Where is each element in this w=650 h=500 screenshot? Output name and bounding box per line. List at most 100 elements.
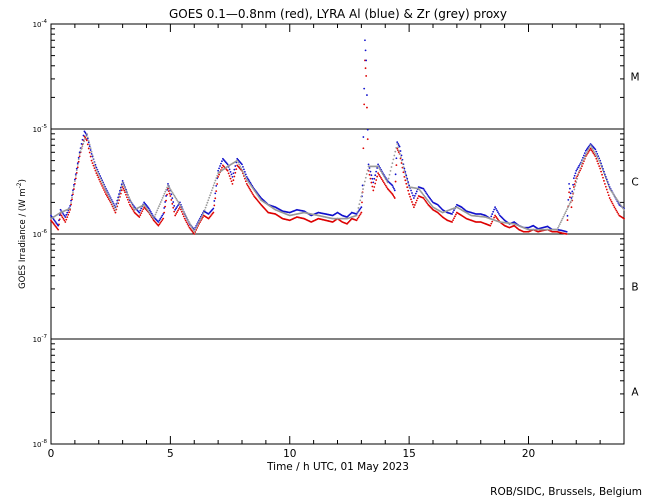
data-point	[392, 194, 395, 197]
data-point	[151, 216, 154, 219]
data-point	[63, 219, 66, 222]
data-point	[73, 180, 76, 183]
data-point	[249, 183, 252, 186]
data-point	[92, 164, 95, 167]
data-point	[395, 157, 398, 160]
data-point	[372, 181, 375, 184]
data-point	[375, 179, 378, 181]
data-point	[189, 228, 192, 230]
data-point	[90, 159, 93, 162]
data-point	[139, 214, 142, 216]
x-tick-label: 0	[48, 448, 55, 460]
data-point	[77, 160, 80, 163]
data-point	[425, 201, 428, 203]
data-point	[129, 200, 132, 203]
data-point	[200, 217, 202, 220]
data-point	[210, 214, 213, 216]
data-point	[612, 204, 615, 207]
data-point	[126, 192, 129, 194]
data-point	[412, 203, 414, 206]
data-point	[591, 147, 594, 150]
data-point	[175, 207, 178, 210]
data-point	[66, 211, 69, 214]
data-point	[162, 217, 165, 220]
data-point	[92, 158, 95, 160]
data-point	[371, 177, 374, 180]
data-point	[572, 186, 575, 188]
data-point	[355, 213, 358, 215]
data-point	[393, 197, 396, 199]
data-point	[566, 219, 569, 221]
data-point	[64, 216, 67, 218]
data-point	[64, 221, 67, 223]
data-point	[95, 166, 98, 169]
data-point	[390, 166, 393, 168]
data-point	[58, 214, 61, 216]
data-point	[161, 197, 164, 199]
data-point	[558, 225, 560, 227]
data-point	[97, 172, 100, 175]
data-point	[389, 169, 392, 172]
data-point	[187, 219, 189, 221]
y-tick-label: 10-4	[33, 19, 48, 29]
data-point	[615, 209, 618, 212]
data-point	[391, 162, 394, 165]
data-point	[603, 172, 605, 174]
data-point	[455, 213, 457, 216]
data-point	[413, 194, 416, 197]
data-point	[383, 183, 386, 185]
data-point	[227, 172, 230, 175]
data-point	[91, 154, 94, 157]
data-point	[69, 205, 71, 207]
data-point	[607, 185, 610, 187]
data-point	[400, 159, 403, 162]
data-point	[213, 182, 216, 184]
data-point	[190, 229, 193, 232]
data-point	[491, 220, 494, 223]
data-point	[148, 212, 151, 214]
data-point	[175, 197, 178, 200]
data-point	[373, 186, 376, 188]
data-point	[388, 173, 391, 176]
data-point	[131, 208, 134, 211]
data-point	[362, 188, 364, 190]
data-point	[396, 141, 399, 144]
data-point	[495, 207, 497, 210]
data-point	[162, 213, 165, 215]
data-point	[415, 190, 418, 193]
data-point	[243, 174, 246, 177]
data-point	[596, 160, 599, 163]
data-point	[575, 169, 578, 172]
data-point	[180, 207, 183, 210]
data-point	[145, 203, 147, 206]
data-point	[381, 180, 384, 182]
flare-class-label: M	[630, 72, 639, 84]
data-point	[604, 177, 607, 180]
data-point	[378, 167, 380, 169]
data-point	[166, 186, 168, 189]
data-point	[192, 229, 195, 231]
data-point	[71, 194, 73, 197]
data-point	[605, 179, 608, 182]
data-point	[195, 227, 198, 229]
data-point	[240, 167, 242, 170]
data-point	[220, 162, 222, 165]
data-point	[452, 219, 454, 222]
data-point	[365, 59, 368, 62]
data-point	[559, 221, 562, 224]
data-point	[405, 174, 408, 177]
data-point	[55, 222, 58, 225]
data-point	[212, 184, 215, 187]
data-point	[359, 199, 362, 202]
data-point	[90, 150, 93, 153]
y-axis-label-exp: -2	[16, 182, 23, 188]
data-point	[91, 162, 94, 165]
data-point	[590, 149, 593, 152]
data-point	[78, 155, 81, 158]
data-point	[401, 162, 404, 165]
data-point	[79, 150, 82, 153]
data-point	[86, 143, 89, 146]
data-point	[171, 202, 174, 205]
data-point	[395, 146, 398, 149]
data-point	[76, 163, 79, 166]
